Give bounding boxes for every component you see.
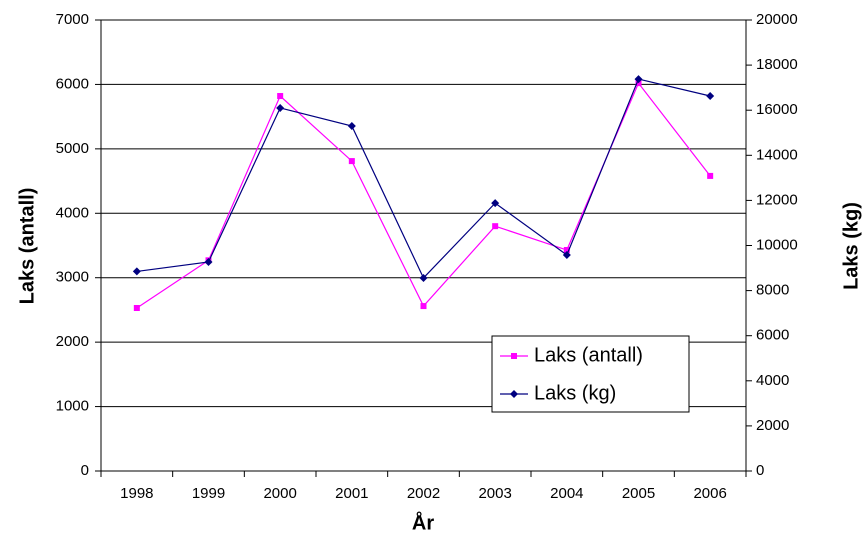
y-tick-label: 1000 [56, 398, 89, 415]
legend-label: Laks (kg) [534, 382, 616, 404]
y-tick-label: 5000 [56, 140, 89, 157]
point [419, 273, 428, 282]
point [276, 103, 285, 112]
x-axis-label: År [412, 510, 434, 534]
legend [491, 335, 690, 413]
point [133, 304, 140, 311]
y-tick-label: 4000 [56, 204, 89, 221]
point [132, 267, 141, 276]
x-tick-label: 2005 [622, 485, 655, 502]
y2-tick-label: 4000 [756, 372, 789, 389]
x-tick-label: 2006 [693, 485, 726, 502]
point [563, 247, 570, 254]
y2-tick-label: 12000 [756, 191, 798, 208]
y2-tick-label: 18000 [756, 56, 798, 73]
x-tick-label: 2004 [550, 485, 583, 502]
y-tick-label: 7000 [56, 11, 89, 28]
y-tick-label: 0 [81, 462, 89, 479]
y2-tick-label: 6000 [756, 327, 789, 344]
y2-tick-label: 8000 [756, 282, 789, 299]
y2-tick-label: 16000 [756, 101, 798, 118]
x-tick-label: 1999 [192, 485, 225, 502]
point [277, 93, 284, 100]
point [420, 303, 427, 310]
point [707, 172, 714, 179]
x-tick-label: 2002 [407, 485, 440, 502]
point [706, 91, 715, 100]
point [204, 257, 213, 266]
y2-tick-label: 14000 [756, 146, 798, 163]
point [347, 121, 356, 130]
y2-tick-label: 20000 [756, 11, 798, 28]
point [492, 223, 499, 230]
point [562, 250, 571, 259]
y2-axis-label: Laks (kg) [840, 202, 862, 290]
y-tick-label: 6000 [56, 75, 89, 92]
point [348, 158, 355, 165]
x-tick-label: 1998 [120, 485, 153, 502]
series-line [136, 78, 711, 280]
y2-tick-label: 0 [756, 462, 764, 479]
y-axis-label: Laks (antall) [16, 188, 38, 305]
legend-marker [511, 353, 517, 359]
y2-tick-label: 10000 [756, 236, 798, 253]
legend-marker [510, 390, 518, 398]
point [634, 75, 643, 84]
y2-tick-label: 2000 [756, 417, 789, 434]
x-tick-label: 2000 [263, 485, 296, 502]
point [635, 80, 642, 87]
x-tick-label: 2001 [335, 485, 368, 502]
legend-label: Laks (antall) [534, 344, 643, 366]
y-tick-label: 2000 [56, 333, 89, 350]
y-tick-label: 3000 [56, 269, 89, 286]
x-tick-label: 2003 [478, 485, 511, 502]
point [491, 199, 500, 208]
